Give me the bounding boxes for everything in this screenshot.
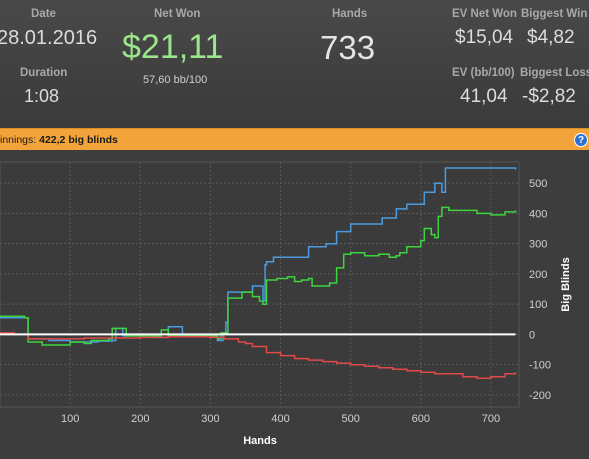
y-tick-label: 100 <box>529 299 547 311</box>
x-tick-label: 300 <box>201 413 219 425</box>
winnings-chart-svg: 100 200 300 400 500 600 700 500 400 300 200 100 0 -10… <box>0 161 572 447</box>
y-tick-label: 200 <box>529 269 547 281</box>
duration-label: Duration <box>20 67 68 79</box>
y-tick-label: 500 <box>529 178 547 190</box>
biggest-win-label: Biggest Win <box>521 8 588 20</box>
ev-net-won-label: EV Net Won <box>452 8 517 20</box>
plot-area <box>0 161 520 408</box>
bb-per-100: 57,60 bb/100 <box>143 74 208 86</box>
winnings-value: 422,2 big blinds <box>39 134 118 146</box>
y-tick-label: 0 <box>529 329 535 341</box>
winnings-label: innings: <box>0 134 37 146</box>
net-won-value: $21,11 <box>122 28 224 66</box>
series-line-red <box>0 332 517 380</box>
biggest-loss-label: Biggest Loss <box>520 67 589 79</box>
winnings-text: innings: 422,2 big blinds <box>0 134 118 146</box>
hands-value: 733 <box>320 29 376 66</box>
winnings-bar: innings: 422,2 big blinds ? <box>0 128 589 152</box>
biggest-win-value: $4,82 <box>527 27 575 48</box>
date-value: 28.01.2016 <box>0 27 98 49</box>
hands-label: Hands <box>332 8 368 20</box>
duration-value: 1:08 <box>24 86 60 106</box>
y-tick-label: 400 <box>529 208 547 220</box>
net-won-label: Net Won <box>154 8 201 20</box>
series-line-green <box>0 206 517 346</box>
ev-net-won-value: $15,04 <box>455 27 514 48</box>
y-axis-label: Big Blinds <box>560 257 572 311</box>
y-tick-label: 300 <box>529 239 547 251</box>
x-tick-label: 500 <box>341 413 359 425</box>
x-tick-label: 100 <box>61 413 79 425</box>
x-axis-label: Hands <box>243 435 277 447</box>
ev-bb100-label: EV (bb/100) <box>452 67 515 79</box>
x-tick-label: 600 <box>412 413 430 425</box>
question-circle-icon[interactable]: ? <box>574 133 588 147</box>
date-label: Date <box>31 8 56 20</box>
x-tick-label: 400 <box>271 413 289 425</box>
biggest-loss-value: -$2,82 <box>522 86 576 107</box>
winnings-chart: 100 200 300 400 500 600 700 500 400 300 200 100 0 -10… <box>0 150 589 454</box>
x-tick-label: 200 <box>131 413 149 425</box>
ev-bb100-value: 41,04 <box>460 86 508 107</box>
x-tick-label: 700 <box>482 413 500 425</box>
y-tick-label: -200 <box>529 390 551 402</box>
series-line-blue <box>0 167 517 343</box>
y-tick-label: -100 <box>529 360 551 372</box>
session-stats-panel: Date 28.01.2016 Duration 1:08 Net Won $2… <box>0 0 589 128</box>
